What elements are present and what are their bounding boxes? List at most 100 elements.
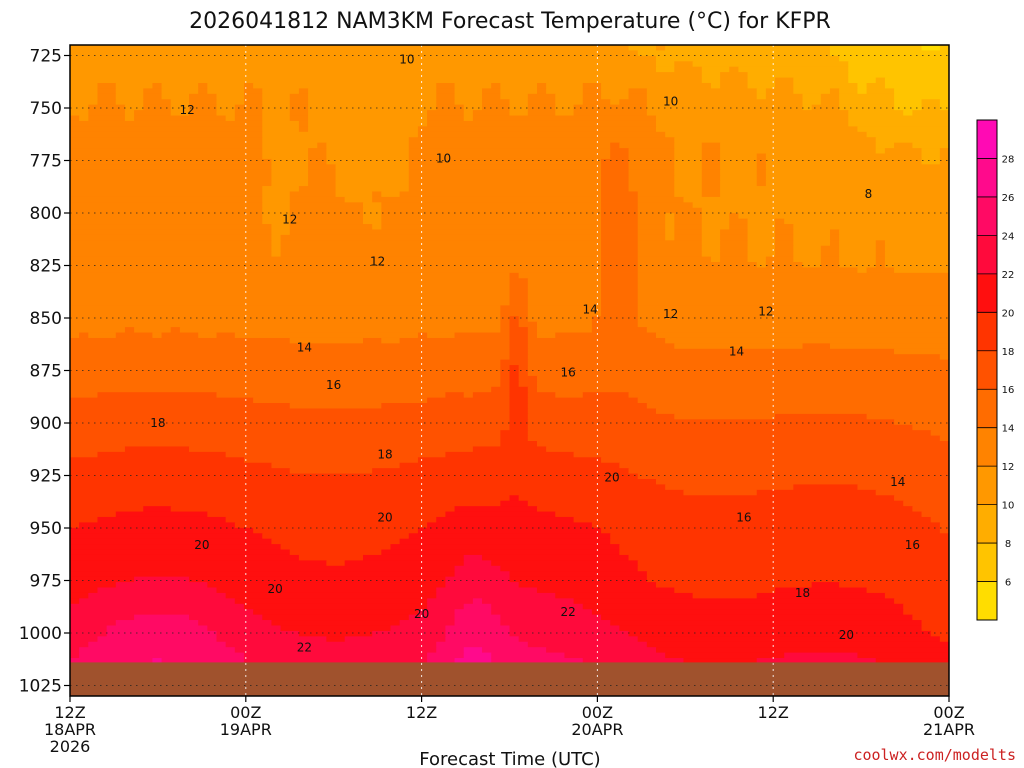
field-cell (756, 180, 767, 187)
field-cell (79, 598, 236, 605)
field-cell (225, 451, 447, 458)
field-cell (793, 88, 831, 95)
field-cell (839, 245, 877, 252)
field-cell (70, 609, 254, 616)
field-cell (701, 240, 721, 247)
field-cell (720, 186, 949, 193)
field-cell (701, 66, 730, 73)
field-cell (802, 343, 831, 350)
x-tick-label: 19APR (220, 720, 272, 739)
field-cell (555, 110, 575, 117)
field-cell (637, 283, 949, 290)
field-cell (335, 175, 410, 182)
field-cell (70, 424, 511, 431)
colorbar-segment (977, 543, 997, 583)
field-cell (298, 186, 337, 193)
field-cell (765, 153, 923, 160)
field-cell (747, 77, 776, 84)
field-cell (500, 375, 511, 382)
field-cell (839, 229, 949, 236)
field-cell (70, 386, 492, 393)
field-cell (70, 549, 291, 556)
field-cell (829, 240, 840, 247)
field-cell (839, 104, 895, 111)
field-cell (527, 354, 941, 361)
field-cell (70, 169, 273, 176)
field-cell (656, 582, 813, 589)
field-cell (70, 148, 263, 155)
field-cell (243, 99, 263, 106)
field-cell (134, 327, 172, 334)
field-cell (646, 641, 949, 648)
field-cell (70, 441, 501, 448)
field-cell (243, 658, 428, 665)
field-cell (436, 99, 456, 106)
field-cell (271, 180, 309, 187)
field-cell (280, 625, 392, 632)
field-cell (70, 625, 108, 632)
field-cell (674, 234, 703, 241)
field-cell (582, 88, 602, 95)
field-cell (289, 224, 373, 231)
field-cell (70, 66, 657, 73)
field-cell (70, 99, 99, 106)
field-cell (124, 115, 135, 122)
field-cell (527, 419, 895, 426)
field-cell (756, 88, 767, 95)
field-cell (601, 457, 949, 464)
field-cell (921, 620, 949, 627)
field-cell (124, 110, 135, 117)
field-cell (97, 392, 218, 399)
field-cell (70, 305, 501, 312)
field-cell (463, 560, 492, 567)
field-cell (234, 647, 437, 654)
field-cell (701, 142, 721, 149)
field-cell (88, 332, 117, 339)
field-cell (70, 576, 135, 583)
field-cell (829, 229, 840, 236)
field-cell (509, 104, 529, 111)
colorbar-label: 10 (1002, 501, 1015, 512)
field-cell (536, 506, 913, 513)
field-cell (637, 321, 949, 328)
field-cell (939, 158, 949, 165)
field-cell (756, 164, 767, 171)
field-cell (573, 451, 949, 458)
field-cell (527, 332, 538, 339)
field-cell (381, 207, 602, 214)
field-cell (637, 50, 831, 57)
field-cell (70, 582, 117, 589)
field-cell (482, 598, 575, 605)
field-cell (701, 186, 721, 193)
field-cell (802, 262, 822, 269)
field-cell (70, 213, 263, 220)
field-cell (701, 229, 721, 236)
field-cell (674, 175, 703, 182)
colorbar-segment (977, 466, 997, 506)
field-cell (70, 299, 511, 306)
contour-label: 16 (905, 538, 920, 552)
field-cell (363, 218, 382, 225)
field-cell (637, 202, 694, 209)
field-cell (381, 191, 401, 198)
field-cell (857, 126, 949, 133)
field-cell (70, 479, 657, 486)
field-cell (527, 435, 941, 442)
field-cell (70, 251, 273, 258)
field-cell (262, 202, 291, 209)
field-cell (399, 538, 611, 545)
field-cell (509, 403, 529, 410)
contour-label: 20 (839, 628, 854, 642)
field-cell (875, 658, 949, 665)
field-cell (243, 652, 428, 659)
field-cell (591, 522, 941, 529)
x-tick-label: 00Z (933, 703, 964, 722)
field-cell (930, 516, 949, 523)
field-cell (500, 359, 529, 366)
field-cell (720, 164, 758, 171)
field-cell (601, 234, 639, 241)
field-cell (79, 647, 236, 654)
field-cell (802, 93, 822, 100)
field-cell (637, 397, 949, 404)
field-cell (518, 636, 639, 643)
